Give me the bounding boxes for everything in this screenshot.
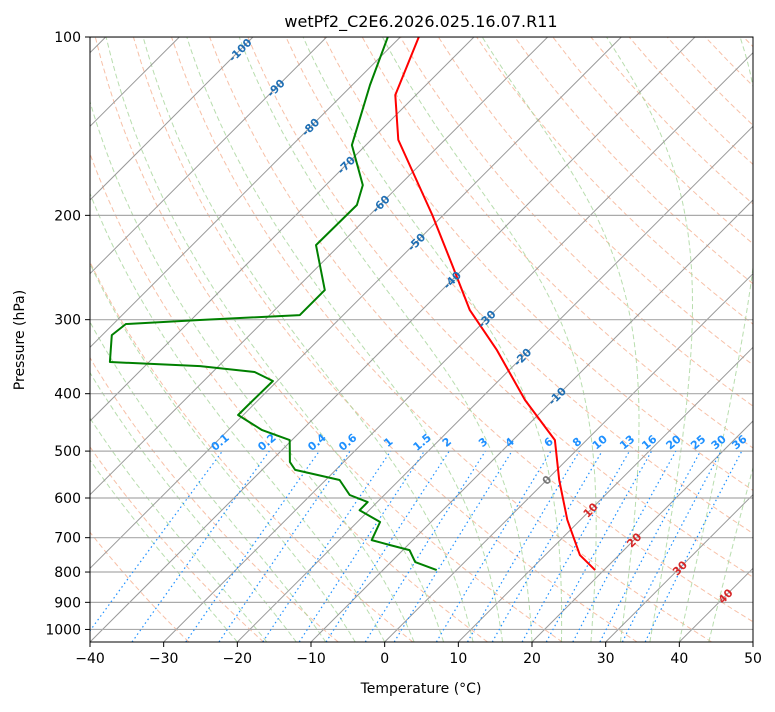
mixing-ratio-label: 0.6 — [336, 431, 360, 454]
moist-adiabat — [0, 37, 237, 642]
dry-adiabat — [210, 37, 775, 642]
isotherm — [458, 37, 775, 642]
mixing-ratio-label: 25 — [688, 433, 708, 453]
mixing-ratio-line — [299, 451, 424, 642]
isotherm — [0, 37, 474, 642]
mixing-ratio-line — [263, 451, 391, 642]
isotherm — [0, 37, 327, 642]
mixing-ratio-line — [394, 451, 512, 642]
mixing-ratio-line — [468, 451, 580, 642]
dewpoint-trace — [110, 37, 437, 570]
y-tick-label: 500 — [54, 444, 81, 460]
moist-adiabat — [0, 37, 296, 642]
moist-adiabat — [74, 37, 414, 642]
isotherm — [679, 37, 775, 642]
y-tick-label: 300 — [54, 313, 81, 329]
isotherm — [0, 37, 400, 642]
x-tick-label: −20 — [223, 651, 253, 667]
dry-adiabat — [667, 37, 775, 642]
y-tick-label: 400 — [54, 387, 81, 403]
dry-adiabat — [57, 37, 488, 642]
mixing-ratio-line — [600, 451, 701, 642]
mixing-ratio-label: 13 — [617, 433, 637, 453]
dry-adiabat — [172, 37, 712, 642]
moist-adiabat — [239, 37, 532, 642]
y-axis-label: Pressure (hPa) — [12, 290, 28, 390]
y-tick-label: 900 — [54, 595, 81, 611]
isotherm — [532, 37, 775, 642]
mixing-ratio-line — [132, 451, 269, 642]
isotherm — [385, 37, 775, 642]
isotherm — [164, 37, 769, 642]
mixing-ratio-line — [326, 451, 449, 642]
dry-adiabat — [744, 37, 775, 642]
x-tick-label: 40 — [670, 651, 688, 667]
moist-adiabat — [607, 37, 693, 642]
dry-adiabat — [19, 37, 413, 642]
dry-adiabat — [705, 37, 775, 642]
isotherm-label: -100 — [226, 36, 255, 65]
y-tick-label: 800 — [54, 565, 81, 581]
mixing-ratio-label: 0.1 — [209, 431, 232, 453]
x-axis-label: Temperature (°C) — [360, 681, 482, 697]
mixing-ratio-label: 1.5 — [411, 431, 434, 453]
mixing-ratio-label: 16 — [639, 432, 659, 452]
x-tick-label: 50 — [744, 651, 762, 667]
isotherm-label: 0 — [540, 473, 555, 488]
isotherm — [90, 37, 695, 642]
y-tick-label: 200 — [54, 208, 81, 224]
dry-adiabat — [0, 37, 338, 642]
chart-title: wetPf2_C2E6.2026.025.16.07.R11 — [284, 12, 557, 32]
x-tick-label: −40 — [75, 651, 105, 667]
mixing-ratio-label: 36 — [730, 432, 750, 452]
y-tick-label: 100 — [54, 30, 81, 46]
mixing-ratio-label: 1 — [381, 435, 395, 450]
moist-adiabat — [482, 37, 639, 642]
mixing-ratio-line — [82, 451, 223, 642]
dry-adiabat — [591, 37, 775, 642]
x-tick-label: 30 — [597, 651, 615, 667]
dry-adiabat — [362, 37, 775, 642]
moist-adiabat — [303, 37, 561, 642]
dry-adiabat — [0, 37, 189, 642]
x-tick-label: −10 — [296, 651, 326, 667]
isotherm — [0, 37, 253, 642]
plot-frame — [90, 37, 753, 642]
isotherm — [753, 37, 775, 642]
x-tick-label: −30 — [149, 651, 179, 667]
mixing-ratio-line — [645, 451, 742, 642]
x-tick-label: 10 — [449, 651, 467, 667]
mixing-ratio-label: 0.4 — [305, 431, 329, 454]
x-tick-label: 0 — [380, 651, 389, 667]
background-lines — [0, 37, 775, 642]
temperature-trace — [395, 37, 595, 570]
mixing-ratio-label: 3 — [476, 435, 490, 450]
y-tick-label: 1000 — [45, 622, 81, 638]
dry-adiabat — [0, 37, 263, 642]
mixing-ratio-label: 30 — [709, 432, 729, 452]
y-tick-label: 700 — [54, 531, 81, 547]
dry-adiabat — [133, 37, 637, 642]
mixing-ratio-line — [219, 451, 350, 642]
y-tick-label: 600 — [54, 491, 81, 507]
x-tick-label: 20 — [523, 651, 541, 667]
moist-adiabat — [187, 37, 503, 642]
